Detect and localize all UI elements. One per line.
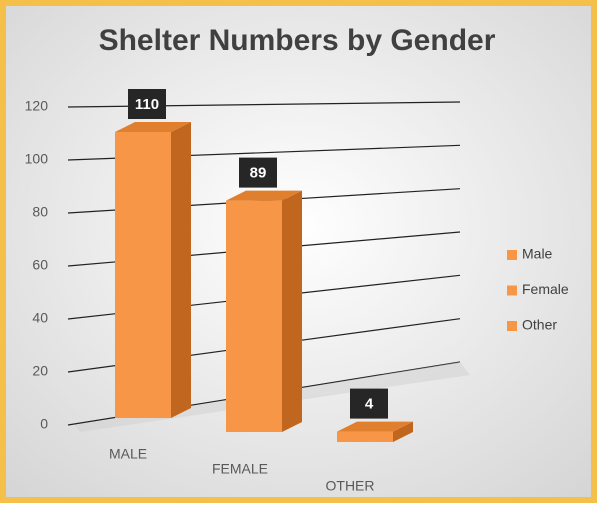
- data-label: 4: [365, 396, 374, 413]
- x-tick-label: FEMALE: [212, 461, 268, 477]
- bar: [337, 431, 393, 442]
- y-tick-label: 40: [32, 310, 48, 326]
- legend-swatch: [507, 321, 517, 331]
- data-label: 110: [135, 96, 159, 113]
- data-label-box: [350, 388, 388, 419]
- y-tick-label: 20: [32, 363, 48, 379]
- legend-label: Male: [522, 246, 553, 262]
- y-tick-label: 80: [32, 204, 48, 220]
- bar-top: [115, 122, 191, 132]
- chart-title: Shelter Numbers by Gender: [99, 24, 496, 57]
- bar-side: [171, 122, 191, 418]
- legend-label: Female: [522, 281, 569, 297]
- bar: [115, 132, 171, 418]
- bar-side: [393, 421, 413, 442]
- data-label: 89: [250, 165, 267, 182]
- x-tick-label: OTHER: [326, 478, 375, 494]
- y-tick-label: 60: [32, 257, 48, 273]
- y-tick-label: 100: [25, 151, 49, 167]
- legend-label: Other: [522, 317, 557, 333]
- legend-swatch: [507, 250, 517, 260]
- data-label-box: [239, 157, 277, 188]
- x-tick-label: MALE: [109, 446, 147, 462]
- legend-swatch: [507, 285, 517, 296]
- data-label-box: [128, 89, 166, 119]
- bar-side: [282, 190, 302, 432]
- bar: [226, 200, 282, 432]
- y-tick-label: 0: [40, 416, 48, 432]
- bar-top: [337, 421, 413, 432]
- bar-top: [226, 190, 302, 201]
- y-tick-label: 120: [25, 98, 49, 114]
